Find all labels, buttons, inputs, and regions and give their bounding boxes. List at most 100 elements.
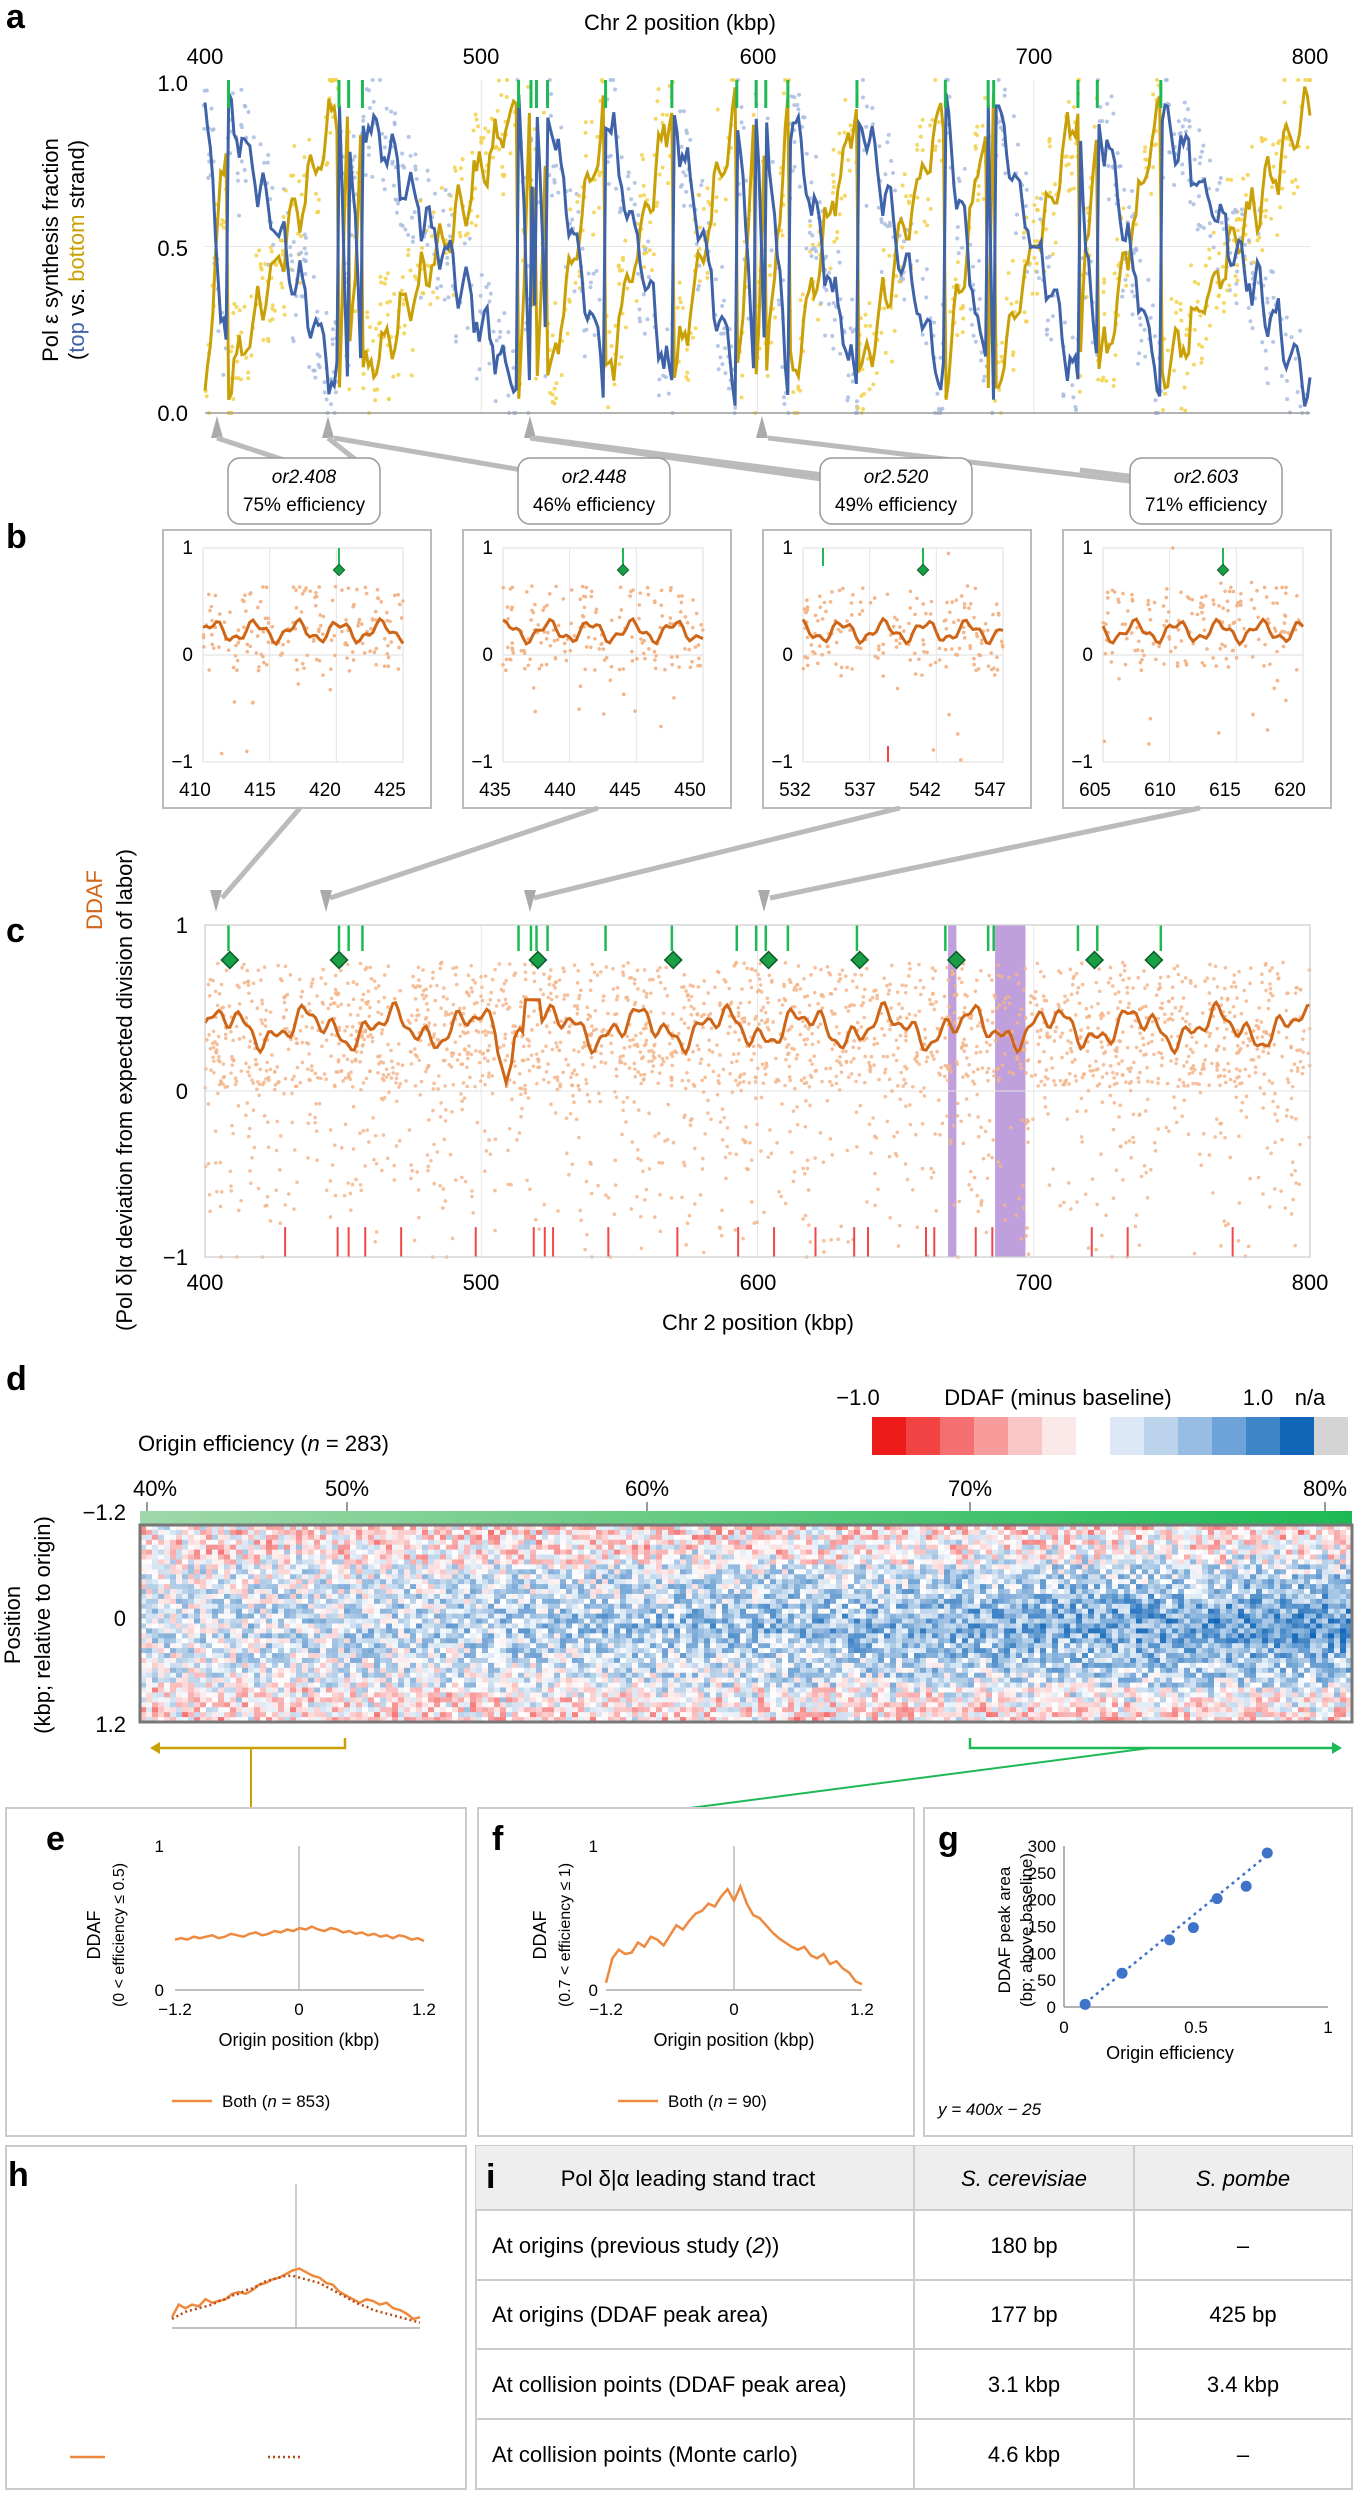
data-dot bbox=[686, 378, 691, 383]
data-dot bbox=[1293, 356, 1298, 361]
inset-dot bbox=[635, 656, 639, 661]
ddaf-dot bbox=[1187, 1022, 1192, 1027]
ddaf-dot bbox=[632, 1061, 637, 1066]
ddaf-dot bbox=[1223, 1136, 1227, 1140]
ddaf-dot bbox=[763, 1020, 768, 1025]
inset-dot bbox=[1146, 598, 1151, 603]
data-dot bbox=[370, 78, 375, 82]
ddaf-dot bbox=[526, 1057, 530, 1062]
data-dot bbox=[1024, 319, 1029, 324]
ddaf-dot bbox=[320, 1020, 325, 1025]
inset-dot bbox=[362, 651, 367, 655]
data-dot bbox=[1024, 171, 1029, 176]
ddaf-dot bbox=[644, 1187, 649, 1192]
ddaf-dot bbox=[952, 1203, 956, 1207]
inset-dot bbox=[828, 600, 833, 604]
ddaf-dot bbox=[1096, 1001, 1100, 1006]
ddaf-dot bbox=[971, 1079, 975, 1084]
ddaf-dot bbox=[749, 1200, 754, 1204]
ddaf-dot bbox=[477, 1060, 482, 1065]
data-dot bbox=[1265, 296, 1270, 301]
ddaf-dot bbox=[591, 1028, 596, 1033]
ddaf-dot bbox=[260, 1021, 265, 1026]
ddaf-dot bbox=[1212, 977, 1216, 981]
ddaf-dot bbox=[642, 989, 646, 993]
data-dot bbox=[613, 87, 618, 92]
ddaf-dot bbox=[1260, 980, 1264, 985]
ddaf-dot bbox=[466, 1056, 470, 1061]
data-dot bbox=[470, 150, 475, 155]
inset-dot bbox=[572, 634, 577, 638]
inset-dot bbox=[679, 610, 683, 614]
inset-dot bbox=[321, 614, 326, 619]
ddaf-dot bbox=[251, 1081, 256, 1085]
inset-dot bbox=[264, 585, 269, 590]
inset-dot bbox=[599, 641, 604, 646]
data-dot bbox=[573, 280, 578, 285]
data-dot bbox=[459, 177, 464, 182]
inset-dot bbox=[921, 638, 925, 642]
ddaf-dot bbox=[599, 1060, 604, 1064]
inset-ytick: 1 bbox=[182, 538, 193, 559]
ddaf-dot bbox=[431, 976, 435, 981]
ddaf-dot bbox=[742, 1019, 747, 1024]
data-dot bbox=[565, 331, 570, 336]
data-dot bbox=[1279, 374, 1284, 379]
inset-dot bbox=[954, 598, 959, 603]
ddaf-dot bbox=[759, 1149, 763, 1153]
inset-dot bbox=[845, 619, 849, 623]
ddaf-dot bbox=[372, 979, 377, 983]
ddaf-dot bbox=[1268, 991, 1273, 996]
ddaf-dot bbox=[783, 961, 788, 965]
data-dot bbox=[497, 147, 502, 152]
ddaf-dot bbox=[703, 1132, 707, 1136]
ddaf-dot bbox=[460, 1175, 464, 1180]
inset-dot bbox=[687, 647, 691, 652]
data-dot bbox=[1180, 124, 1185, 129]
ddaf-dot bbox=[1234, 1067, 1239, 1071]
ddaf-dot bbox=[647, 1111, 651, 1116]
ddaf-dot bbox=[309, 1064, 314, 1068]
ddaf-dot bbox=[1023, 1016, 1028, 1020]
data-dot bbox=[307, 365, 312, 370]
connector bbox=[329, 805, 599, 901]
ddaf-dot bbox=[1302, 1029, 1306, 1033]
data-dot bbox=[391, 374, 396, 379]
ddaf-dot bbox=[919, 992, 923, 997]
data-dot bbox=[1271, 339, 1276, 344]
ddaf-dot bbox=[1207, 1083, 1211, 1088]
data-dot bbox=[265, 160, 270, 165]
callout-efficiency: 49% efficiency bbox=[835, 495, 958, 516]
inset-dot bbox=[556, 623, 561, 628]
data-dot bbox=[239, 87, 244, 92]
data-dot bbox=[900, 183, 905, 188]
ddaf-dot bbox=[1187, 1071, 1192, 1076]
ddaf-dot bbox=[512, 1080, 517, 1085]
ddaf-dot bbox=[313, 1120, 318, 1125]
data-dot bbox=[1282, 78, 1287, 82]
ddaf-dot bbox=[897, 1223, 902, 1228]
ddaf-dot bbox=[1112, 1076, 1116, 1080]
inset-dot bbox=[1239, 591, 1243, 596]
ddaf-dot bbox=[1253, 1065, 1258, 1070]
ddaf-dot bbox=[483, 1082, 487, 1087]
ddaf-dot bbox=[440, 960, 444, 965]
ddaf-dot bbox=[636, 1070, 640, 1074]
ddaf-dot bbox=[1270, 1081, 1275, 1086]
data-dot bbox=[1062, 320, 1067, 325]
data-dot bbox=[1198, 313, 1203, 318]
ddaf-dot bbox=[321, 967, 326, 972]
ddaf-dot bbox=[997, 1003, 1002, 1007]
data-dot bbox=[1221, 301, 1226, 306]
ddaf-dot bbox=[889, 1006, 893, 1010]
inset-dot bbox=[809, 643, 814, 647]
ddaf-dot bbox=[1236, 1239, 1241, 1243]
inset-dot bbox=[533, 602, 537, 607]
ddaf-dot bbox=[275, 1065, 280, 1069]
ddaf-dot bbox=[998, 1164, 1003, 1169]
ddaf-dot bbox=[974, 1051, 979, 1055]
ddaf-dot bbox=[895, 1084, 900, 1088]
data-dot bbox=[863, 312, 868, 317]
ddaf-dot bbox=[486, 1074, 491, 1079]
ddaf-dot bbox=[855, 1020, 860, 1025]
